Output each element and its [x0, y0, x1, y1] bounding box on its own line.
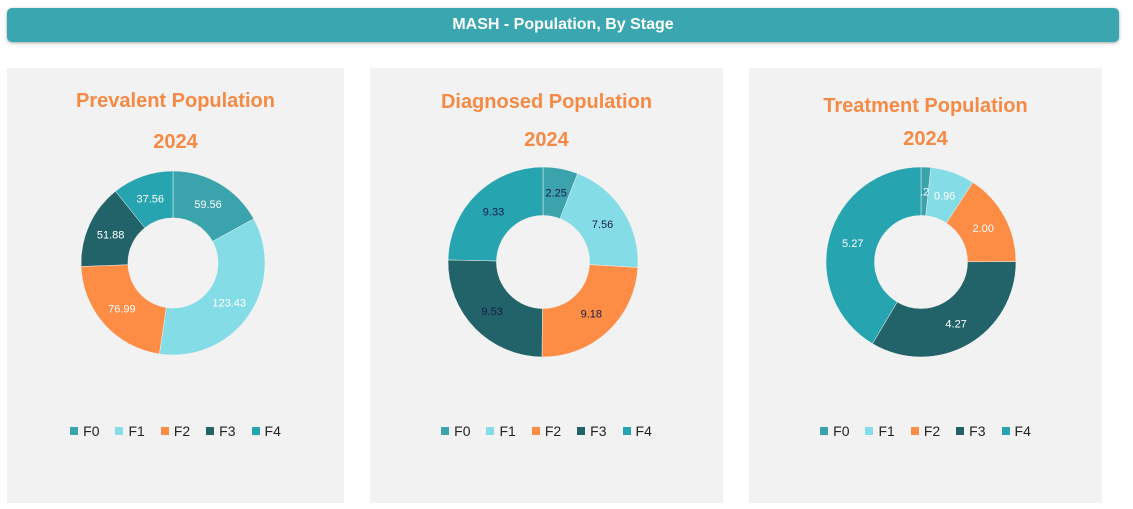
chart-legend: F0 F1 F2 F3 F4	[370, 423, 723, 439]
legend-label: F3	[590, 423, 607, 439]
legend-swatch	[251, 427, 260, 435]
legend-swatch	[910, 427, 919, 435]
legend-label: F2	[173, 423, 191, 439]
legend-label: F3	[969, 423, 986, 439]
data-label-f1: 0.96	[934, 190, 955, 202]
data-label-f4: 37.56	[137, 193, 165, 205]
donut-slice-f1	[159, 218, 266, 356]
data-label-f3: 51.88	[97, 229, 125, 241]
chart-legend: F0 F1 F2 F3 F4	[749, 423, 1102, 439]
chart-legend: F0 F1 F2 F3 F4	[7, 423, 344, 439]
donut-slice-f4	[115, 170, 174, 229]
legend-swatch	[577, 427, 586, 435]
chart-year: 2024	[153, 131, 198, 153]
legend-label: F0	[833, 423, 850, 439]
data-label-f2: 2.00	[972, 223, 993, 235]
legend-swatch	[820, 427, 829, 435]
donut-slice-f4	[825, 166, 922, 345]
data-label-f4: 5.27	[842, 238, 863, 250]
legend-item-f3[interactable]: F3	[577, 423, 607, 439]
data-label-f3: 4.27	[945, 318, 966, 330]
chart-title: Treatment Population	[823, 95, 1028, 117]
legend-label: F3	[219, 423, 236, 439]
legend-swatch	[115, 427, 124, 435]
legend-label: F0	[83, 423, 100, 439]
legend-swatch	[206, 427, 215, 435]
chart-year: 2024	[903, 128, 948, 150]
data-label-f2: 76.99	[108, 304, 136, 316]
legend-item-f0[interactable]: F0	[820, 423, 849, 439]
panel-prevalent: Prevalent Population 2024 59.56 123.43 76.…	[7, 68, 344, 503]
legend-item-f4[interactable]: F4	[251, 423, 281, 439]
legend-swatch	[160, 427, 169, 435]
legend-item-f3[interactable]: F3	[956, 423, 986, 439]
legend-label: F1	[499, 423, 516, 439]
legend-label: F0	[454, 423, 471, 439]
legend-item-f4[interactable]: F4	[1001, 423, 1031, 439]
legend-item-f1[interactable]: F1	[486, 423, 516, 439]
legend-label: F4	[264, 423, 281, 439]
legend-label: F4	[635, 423, 652, 439]
dashboard-header: MASH - Population, By Stage	[7, 8, 1119, 42]
legend-item-f2[interactable]: F2	[531, 423, 562, 439]
legend-swatch	[486, 427, 495, 435]
legend-swatch	[865, 427, 874, 435]
legend-item-f2[interactable]: F2	[160, 423, 191, 439]
chart-title: Prevalent Population	[76, 90, 275, 112]
legend-item-f3[interactable]: F3	[206, 423, 236, 439]
legend-label: F1	[878, 423, 895, 439]
chart-title: Diagnosed Population	[440, 91, 653, 113]
legend-item-f0[interactable]: F0	[441, 423, 470, 439]
legend-label: F2	[544, 423, 562, 439]
donut-slice-f3	[872, 261, 1017, 358]
donut-slice-f4	[447, 166, 544, 262]
chart-year: 2024	[524, 129, 569, 151]
legend-swatch	[622, 427, 631, 435]
panel-treatment: Treatment Population 2024 0.21 0.96 2.00 4.…	[749, 68, 1102, 503]
legend-swatch	[1001, 427, 1010, 435]
data-label-f2: 9.18	[581, 309, 602, 321]
legend-swatch	[70, 427, 79, 435]
legend-item-f1[interactable]: F1	[865, 423, 895, 439]
donut-chart-prevalent: 59.56 123.43 76.99 51.88 37.56	[80, 170, 266, 356]
data-label-f4: 9.33	[483, 206, 504, 218]
legend-swatch	[531, 427, 540, 435]
donut-slice-f2	[541, 264, 639, 358]
legend-item-f1[interactable]: F1	[115, 423, 145, 439]
data-label-f3: 9.53	[481, 306, 502, 318]
donut-chart-diagnosed: 2.25 7.56 9.18 9.53 9.33	[447, 166, 639, 358]
legend-label: F2	[923, 423, 941, 439]
legend-label: F4	[1014, 423, 1031, 439]
legend-label: F1	[128, 423, 145, 439]
legend-item-f2[interactable]: F2	[910, 423, 941, 439]
data-label-f1: 7.56	[592, 219, 613, 231]
panel-diagnosed: Diagnosed Population 2024 2.25 7.56 9.18 9.…	[370, 68, 723, 503]
legend-swatch	[441, 427, 450, 435]
legend-swatch	[956, 427, 965, 435]
data-label-f0: 2.25	[545, 187, 566, 199]
legend-item-f0[interactable]: F0	[70, 423, 99, 439]
data-label-f0: 59.56	[194, 199, 222, 211]
donut-slice-f3	[447, 259, 543, 358]
donut-chart-treatment: 0.210.962.004.275.27	[825, 166, 1017, 358]
data-label-f1: 123.43	[212, 297, 246, 309]
header-title: MASH - Population, By Stage	[452, 16, 674, 33]
legend-item-f4[interactable]: F4	[622, 423, 652, 439]
